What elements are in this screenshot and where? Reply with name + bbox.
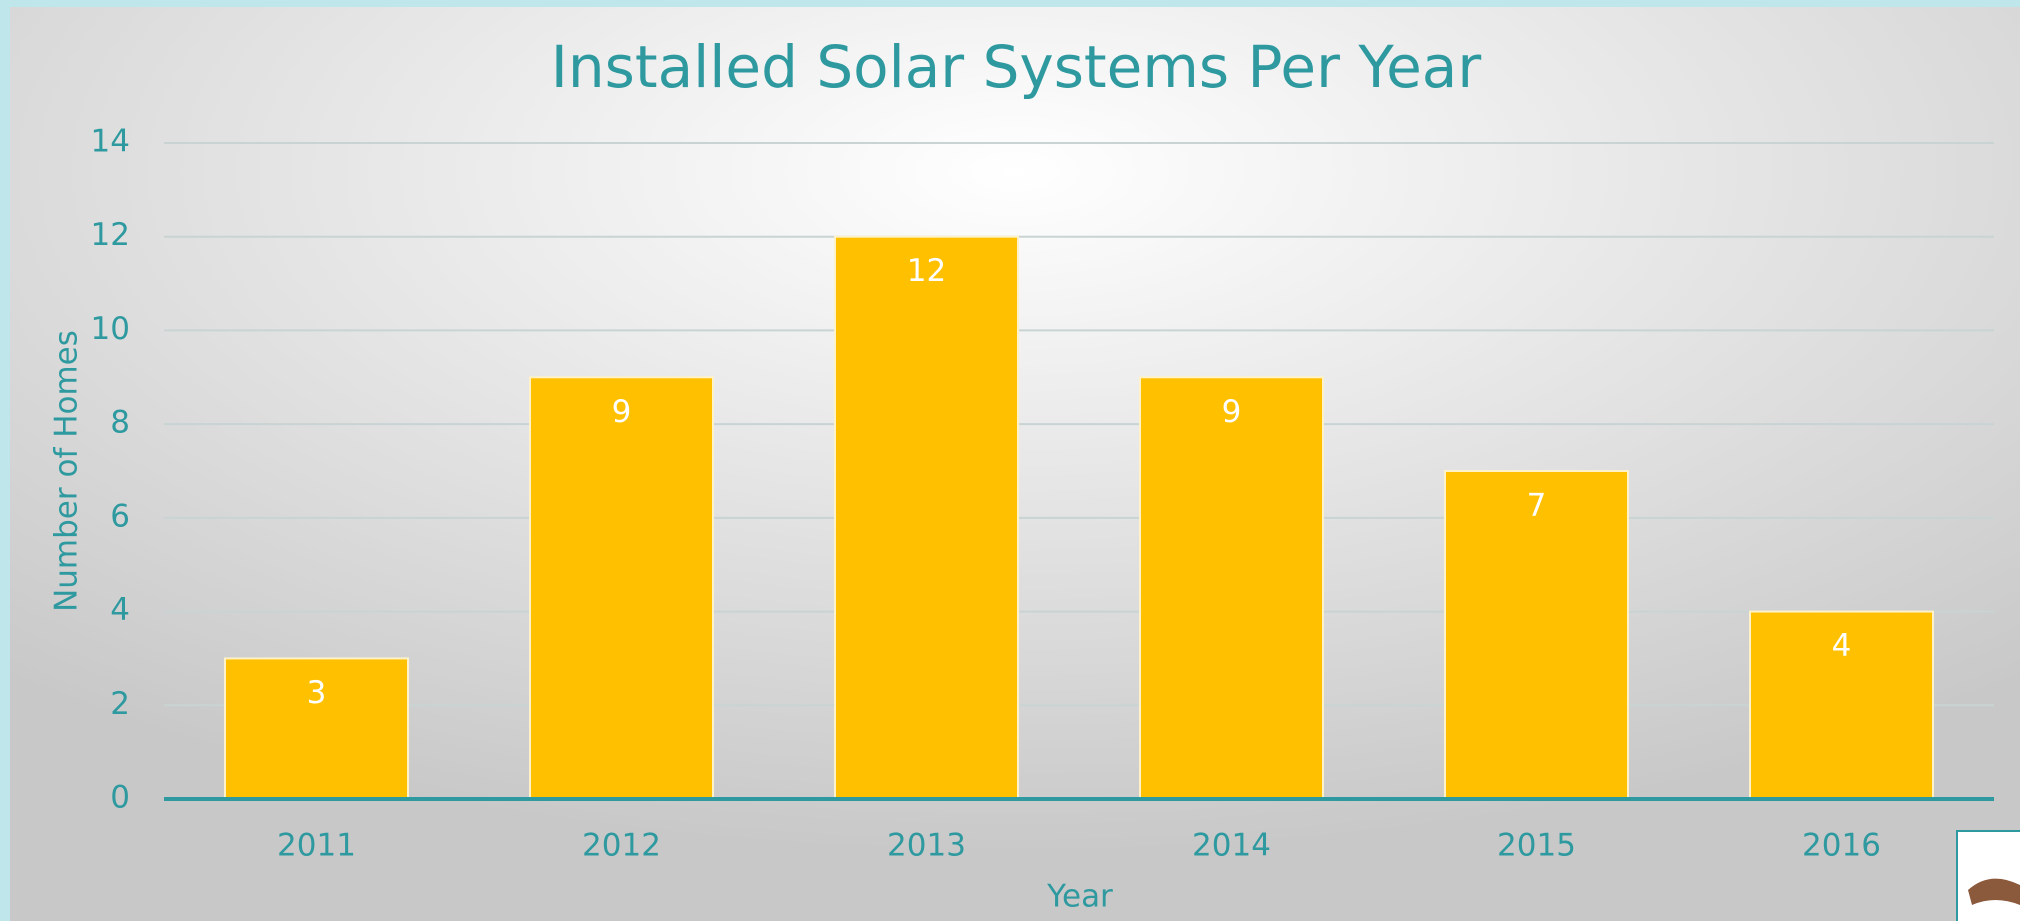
chart-title: Installed Solar Systems Per Year <box>551 33 1482 101</box>
y-tick-label: 4 <box>110 592 130 628</box>
y-tick-label: 8 <box>110 405 130 441</box>
logo-icon <box>1968 878 2020 905</box>
x-tick-label: 2014 <box>1192 828 1271 864</box>
x-tick-label: 2012 <box>582 828 661 864</box>
logo <box>1956 830 2020 921</box>
data-label: 9 <box>612 394 632 430</box>
bar <box>1749 610 1934 800</box>
x-tick-label: 2016 <box>1802 828 1881 864</box>
data-label: 4 <box>1832 628 1852 664</box>
x-tick-label: 2013 <box>887 828 966 864</box>
y-tick-label: 14 <box>91 124 130 160</box>
y-tick-label: 6 <box>110 498 130 534</box>
y-tick-label: 12 <box>91 217 130 253</box>
y-tick-label: 0 <box>110 780 130 816</box>
x-axis-label: Year <box>1046 879 1113 915</box>
data-label: 9 <box>1222 394 1242 430</box>
y-tick-label: 10 <box>91 311 130 347</box>
x-tick-label: 2011 <box>277 828 356 864</box>
x-tick-label: 2015 <box>1497 828 1576 864</box>
bar <box>1444 470 1629 800</box>
bar <box>834 235 1019 800</box>
bar <box>1139 376 1324 800</box>
data-label: 7 <box>1527 488 1547 524</box>
bar <box>529 376 714 800</box>
bar <box>224 657 409 801</box>
data-label: 3 <box>307 675 327 711</box>
y-axis-label: Number of Homes <box>49 330 85 612</box>
y-tick-label: 2 <box>110 686 130 722</box>
data-label: 12 <box>907 253 946 289</box>
